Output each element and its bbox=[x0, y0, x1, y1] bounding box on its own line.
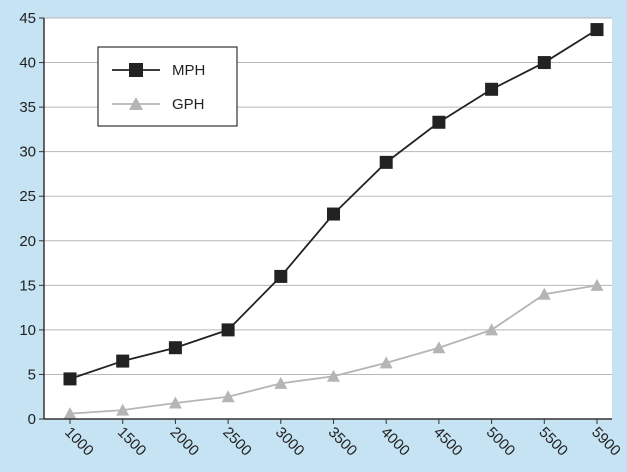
y-tick-label: 20 bbox=[19, 233, 36, 250]
legend-gph-label: GPH bbox=[172, 96, 205, 113]
series-mph-point bbox=[590, 23, 604, 37]
series-gph-point bbox=[274, 376, 288, 389]
y-tick-label: 30 bbox=[19, 144, 36, 161]
y-tick-label: 45 bbox=[19, 10, 36, 27]
y-axis-tick-labels: 0 5 10 15 20 25 30 35 40 45 bbox=[19, 10, 44, 428]
series-gph-point bbox=[63, 407, 77, 420]
y-tick-label: 15 bbox=[19, 277, 36, 294]
series-mph-point bbox=[221, 323, 235, 337]
series-mph-point bbox=[485, 82, 499, 96]
series-mph-point bbox=[274, 269, 288, 283]
series-mph-point bbox=[168, 341, 182, 355]
legend-gph-marker bbox=[129, 97, 143, 110]
series-mph-point bbox=[116, 354, 130, 368]
series-gph-point bbox=[116, 403, 130, 416]
legend-mph-label: MPH bbox=[172, 62, 205, 79]
series-group bbox=[63, 23, 604, 420]
series-gph-point bbox=[432, 341, 446, 354]
series-gph-point bbox=[537, 287, 551, 300]
series-gph-point bbox=[590, 278, 604, 291]
y-tick-label: 40 bbox=[19, 55, 36, 72]
legend-mph-marker bbox=[129, 63, 143, 77]
series-gph-point bbox=[485, 323, 499, 336]
y-tick-label: 25 bbox=[19, 188, 36, 205]
series-gph-point bbox=[379, 356, 393, 369]
series-mph-point bbox=[537, 56, 551, 70]
series-gph-point bbox=[168, 396, 182, 409]
series-gph-point bbox=[221, 390, 235, 403]
y-tick-label: 0 bbox=[28, 411, 36, 428]
legend-box bbox=[97, 46, 238, 127]
series-mph-point bbox=[379, 155, 393, 169]
y-tick-label: 5 bbox=[28, 366, 36, 383]
series-mph-point bbox=[63, 372, 77, 386]
y-tick-label: 10 bbox=[19, 322, 36, 339]
series-gph-point bbox=[327, 369, 340, 382]
series-mph-point bbox=[432, 115, 446, 129]
y-tick-label: 35 bbox=[19, 99, 36, 116]
series-mph-point bbox=[327, 207, 340, 221]
legend: MPH GPH bbox=[97, 46, 238, 127]
